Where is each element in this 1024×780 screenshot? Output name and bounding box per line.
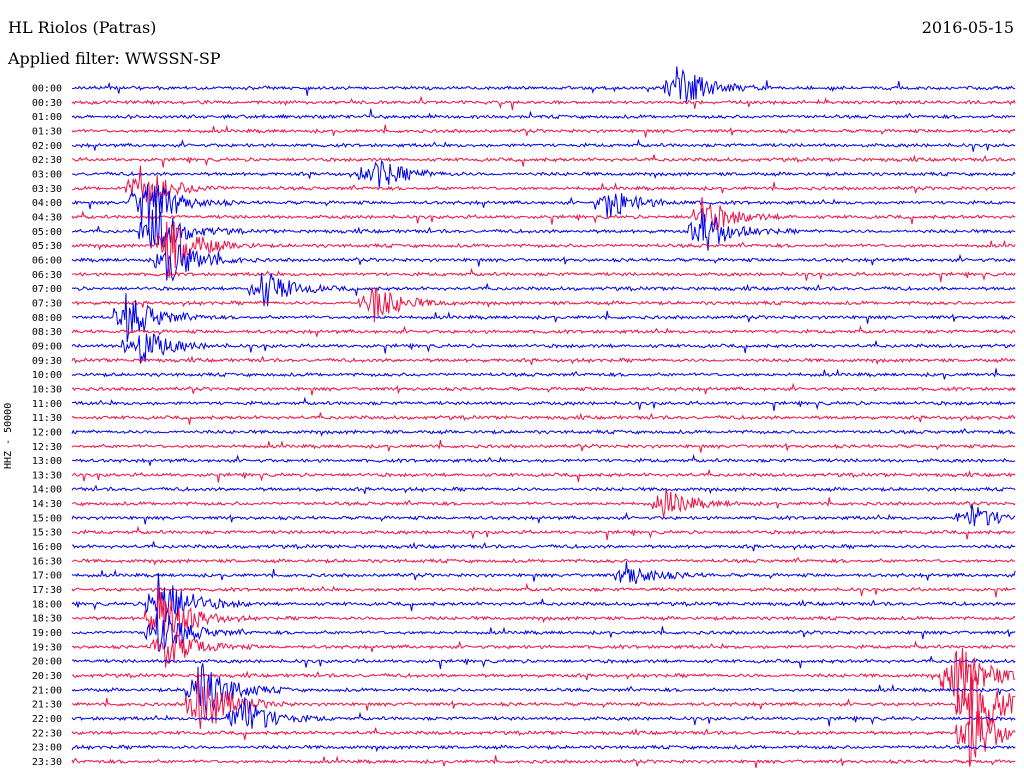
row-time-label: 13:30: [32, 470, 62, 481]
trace-line: [71, 287, 1016, 323]
station-title: HL Riolos (Patras): [8, 18, 157, 37]
trace-line: [71, 95, 1016, 111]
trace-line: [71, 196, 1016, 231]
row-time-label: 06:30: [32, 270, 62, 281]
row-time-label: 00:00: [32, 84, 62, 95]
trace-line: [71, 744, 1016, 753]
row-time-label: 01:30: [32, 126, 62, 137]
row-time-label: 07:00: [32, 284, 62, 295]
row-time-label: 10:00: [32, 370, 62, 381]
row-time-label: 23:30: [32, 757, 62, 768]
trace-line: [72, 293, 1016, 343]
row-time-label: 04:30: [32, 212, 62, 223]
row-time-label: 05:00: [32, 227, 62, 238]
trace-line: [71, 525, 1016, 540]
trace-line: [71, 244, 1016, 282]
row-time-label: 02:30: [32, 155, 62, 166]
filter-label: Applied filter: WWSSN-SP: [8, 49, 221, 68]
row-time-label: 21:00: [32, 685, 62, 696]
trace-line: [71, 561, 1016, 585]
trace-line: [71, 382, 1016, 396]
row-time-label: 17:30: [32, 585, 62, 596]
row-time-label: 13:00: [32, 456, 62, 467]
trace-line: [71, 453, 1016, 466]
row-time-label: 08:00: [32, 313, 62, 324]
trace-line: [71, 755, 1016, 768]
row-time-label: 03:30: [32, 184, 62, 195]
trace-line: [71, 557, 1016, 566]
trace-line: [71, 469, 1016, 483]
row-time-label: 05:30: [32, 241, 62, 252]
row-time-label: 03:00: [32, 169, 62, 180]
row-time-label: 09:30: [32, 356, 62, 367]
trace-line: [71, 439, 1016, 453]
trace-line: [71, 647, 1016, 713]
row-time-label: 04:00: [32, 198, 62, 209]
row-time-label: 22:00: [32, 714, 62, 725]
row-time-label: 20:30: [32, 671, 62, 682]
trace-line: [71, 585, 1016, 636]
row-time-label: 07:30: [32, 298, 62, 309]
row-time-label: 11:00: [32, 399, 62, 410]
row-time-label: 12:00: [32, 427, 62, 438]
record-date: 2016-05-15: [921, 18, 1014, 37]
row-time-label: 09:00: [32, 341, 62, 352]
row-time-label: 20:00: [32, 657, 62, 668]
trace-line: [71, 355, 1016, 366]
trace-line: [71, 124, 1016, 138]
trace-line: [71, 503, 1016, 527]
row-time-label: 02:00: [32, 141, 62, 152]
row-time-label: 22:30: [32, 728, 62, 739]
trace-line: [71, 484, 1016, 495]
row-time-label: 16:00: [32, 542, 62, 553]
trace-line: [71, 489, 1016, 518]
row-time-label: 14:00: [32, 485, 62, 496]
row-time-label: 17:00: [32, 571, 62, 582]
trace-line: [71, 206, 1016, 251]
row-time-label: 10:30: [32, 384, 62, 395]
trace-line: [71, 165, 1016, 206]
row-time-label: 16:30: [32, 556, 62, 567]
trace-line: [71, 272, 1016, 307]
row-time-label: 11:30: [32, 413, 62, 424]
trace-line: [71, 160, 1016, 188]
trace-line: [71, 710, 1016, 767]
trace-line: [71, 324, 1016, 337]
trace-line: [71, 631, 1016, 668]
trace-line: [71, 427, 1016, 437]
row-time-label: 18:00: [32, 599, 62, 610]
row-time-label: 06:00: [32, 255, 62, 266]
trace-line: [71, 138, 1016, 152]
trace-line: [71, 333, 1016, 364]
row-time-label: 18:30: [32, 614, 62, 625]
trace-line: [71, 108, 1016, 120]
row-time-label: 21:30: [32, 700, 62, 711]
trace-line: [71, 697, 1016, 729]
row-time-label: 15:00: [32, 513, 62, 524]
trace-line: [71, 267, 1016, 283]
trace-line: [71, 412, 1016, 425]
trace-line: [71, 607, 1016, 652]
row-time-label: 19:00: [32, 628, 62, 639]
trace-line: [71, 541, 1016, 552]
row-time-label: 15:30: [32, 528, 62, 539]
row-time-label: 23:00: [32, 743, 62, 754]
trace-line: [71, 154, 1016, 168]
trace-line: [71, 582, 1016, 598]
row-time-label: 00:30: [32, 98, 62, 109]
row-time-label: 19:30: [32, 642, 62, 653]
row-time-label: 12:30: [32, 442, 62, 453]
row-time-label: 08:30: [32, 327, 62, 338]
trace-line: [71, 368, 1016, 380]
trace-line: [71, 666, 1016, 736]
trace-line: [71, 221, 1016, 278]
row-time-label: 01:00: [32, 112, 62, 123]
trace-line: [71, 656, 1016, 669]
trace-line: [71, 66, 1016, 103]
trace-line: [71, 184, 1016, 229]
trace-line: [71, 572, 1016, 623]
trace-line: [71, 396, 1016, 412]
row-time-label: 14:30: [32, 499, 62, 510]
